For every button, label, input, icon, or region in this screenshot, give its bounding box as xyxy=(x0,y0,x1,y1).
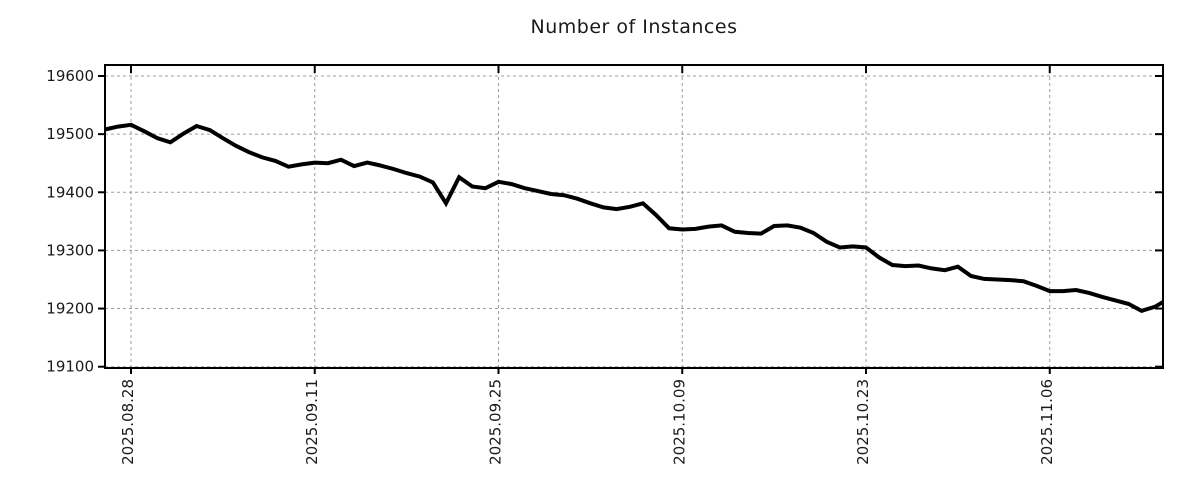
y-axis-label: 19100 xyxy=(46,358,94,376)
y-axis-label: 19400 xyxy=(46,183,94,201)
chart-title: Number of Instances xyxy=(530,16,738,38)
x-axis-label: 2025.08.28 xyxy=(119,379,137,465)
x-axis-label: 2025.09.25 xyxy=(487,379,505,465)
y-axis-label: 19600 xyxy=(46,67,94,85)
data-series-line xyxy=(105,122,1163,314)
y-axis-label: 19200 xyxy=(46,300,94,318)
x-axis-label: 2025.11.06 xyxy=(1038,379,1056,465)
x-axis-label: 2025.10.09 xyxy=(670,379,688,465)
x-axis-label: 2025.10.23 xyxy=(854,379,872,465)
y-axis-label: 19300 xyxy=(46,241,94,259)
x-axis-label: 2025.09.11 xyxy=(303,379,321,465)
y-axis-label: 19500 xyxy=(46,125,94,143)
plot-border xyxy=(104,64,1164,369)
